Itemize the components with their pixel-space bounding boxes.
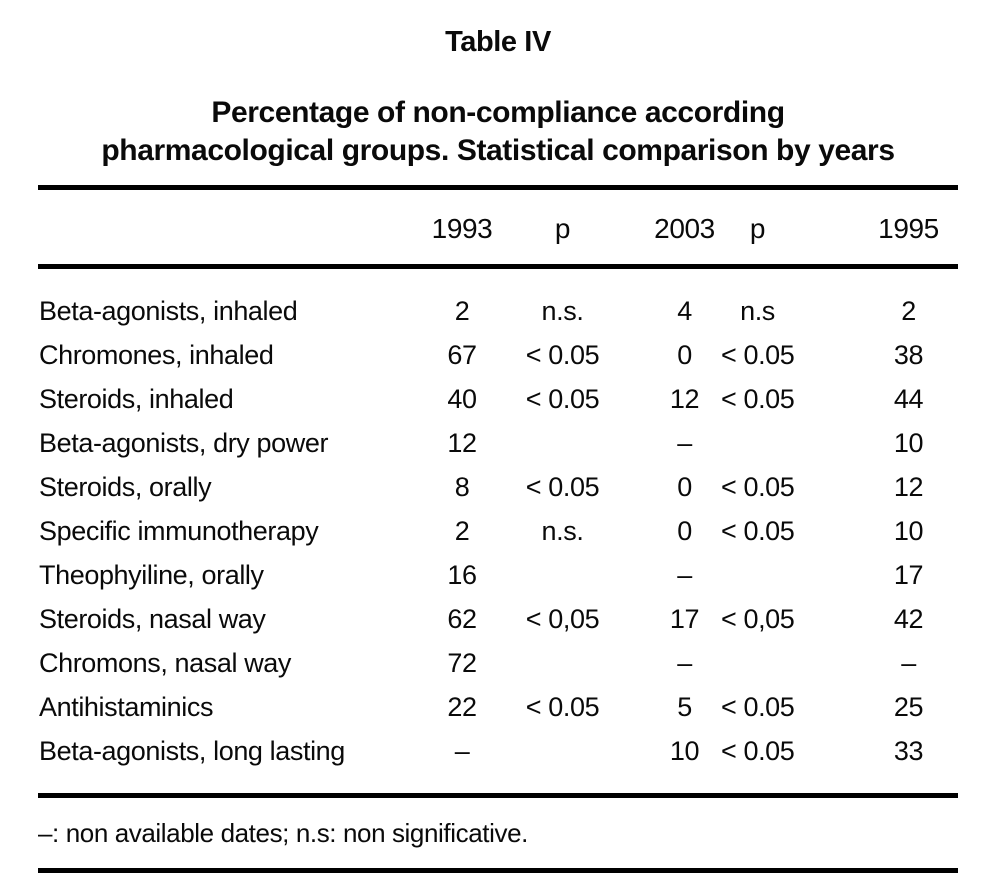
cell-drug-label: Specific immunotherapy [39, 516, 319, 546]
cell-2003-value: 0 [677, 516, 692, 546]
cell-p-left-value: < 0.05 [525, 340, 600, 370]
cell-1995-value: 10 [893, 428, 924, 458]
header-cell-2003: 2003 [620, 185, 720, 269]
cell-1993-value: 72 [447, 648, 477, 678]
table-row: Steroids, inhaled 40 < 0.05 12 < 0.05 44 [38, 377, 958, 421]
cell-1995-value: 42 [893, 604, 924, 634]
cell-2003-value: 17 [669, 604, 700, 634]
table-caption: Percentage of non-compliance according p… [38, 94, 958, 170]
spacer [38, 170, 958, 185]
cell-p-right-value [720, 641, 824, 685]
cell-2003-value: – [677, 428, 692, 458]
cell-p-right-value [720, 553, 824, 597]
header-cell-p-right: p [720, 185, 824, 269]
cell-1995-value: 17 [893, 560, 924, 590]
cell-p-right-value: < 0.05 [721, 340, 795, 370]
cell-1995-value: 33 [824, 729, 958, 798]
cell-drug-label: Steroids, orally [39, 472, 212, 502]
cell-drug-label: Beta-agonists, inhaled [39, 296, 298, 326]
cell-1993-value: 40 [447, 384, 477, 414]
cell-1993-value: 16 [447, 560, 477, 590]
header-row: 1993 p 2003 p 1995 [38, 185, 958, 269]
cell-1993-value: 67 [447, 340, 477, 370]
header-cell-1993: 1993 [400, 185, 524, 269]
cell-drug-label: Beta-agonists, long lasting [38, 729, 400, 798]
header-cell-p-left: p [524, 185, 620, 269]
cell-p-left-value [524, 641, 620, 685]
table-row: Steroids, orally 8 < 0.05 0 < 0.05 12 [38, 465, 958, 509]
cell-p-right-value: n.s [740, 296, 775, 326]
cell-1995-value: 10 [893, 516, 924, 546]
cell-drug-label: Theophyiline, orally [39, 560, 264, 590]
bottom-rule [38, 868, 958, 873]
cell-p-left-value [524, 729, 620, 798]
table-row: Antihistaminics 22 < 0.05 5 < 0.05 25 [38, 685, 958, 729]
table-caption-line-2: pharmacological groups. Statistical comp… [101, 134, 895, 167]
cell-1995-value: 12 [893, 472, 924, 502]
table-row: Theophyiline, orally 16 – 17 [38, 553, 958, 597]
cell-1995-value: 2 [901, 296, 916, 326]
cell-1993-value: 62 [447, 604, 477, 634]
cell-1995-value: 44 [893, 384, 924, 414]
table-row: Chromones, inhaled 67 < 0.05 0 < 0.05 38 [38, 333, 958, 377]
header-cell-empty [38, 185, 400, 269]
cell-p-right-value: < 0.05 [721, 692, 795, 722]
cell-1993-value: – [400, 729, 524, 798]
cell-p-left-value: < 0.05 [525, 692, 600, 722]
table-number-title: Table IV [445, 26, 551, 58]
cell-p-right-value: < 0,05 [721, 604, 795, 634]
cell-2003-value: 0 [677, 340, 692, 370]
cell-p-left-value: < 0,05 [525, 604, 600, 634]
cell-1993-value: 8 [454, 472, 470, 502]
cell-p-left-value: < 0.05 [525, 472, 600, 502]
table-row: Beta-agonists, long lasting – 10 < 0.05 … [38, 729, 958, 798]
table-footnote: –: non available dates; n.s: non signifi… [38, 818, 528, 848]
cell-1995-value: 25 [893, 692, 924, 722]
cell-p-left-value: n.s. [541, 516, 584, 546]
cell-2003-value: 10 [620, 729, 720, 798]
cell-drug-label: Chromones, inhaled [39, 340, 274, 370]
cell-drug-label: Steroids, inhaled [39, 384, 234, 414]
cell-p-right-value: < 0.05 [721, 516, 795, 546]
cell-2003-value: – [677, 560, 692, 590]
cell-2003-value: 0 [677, 472, 692, 502]
cell-p-right-value: < 0.05 [720, 729, 824, 798]
cell-p-left-value [524, 421, 620, 465]
table-caption-line-1: Percentage of non-compliance according [211, 96, 785, 129]
data-table: 1993 p 2003 p 1995 Beta-agonists, inhale… [38, 185, 958, 798]
header-cell-1995: 1995 [824, 185, 958, 269]
cell-p-right-value: < 0.05 [721, 472, 795, 502]
cell-drug-label: Beta-agonists, dry power [39, 428, 329, 458]
cell-1995-value: – [901, 648, 916, 678]
cell-1993-value: 2 [454, 516, 470, 546]
cell-1995-value: 38 [893, 340, 924, 370]
cell-2003-value: 4 [677, 296, 692, 326]
table-row: Specific immunotherapy 2 n.s. 0 < 0.05 1… [38, 509, 958, 553]
table-body: Beta-agonists, inhaled 2 n.s. 4 n.s 2 Ch… [38, 267, 958, 798]
cell-drug-label: Chromons, nasal way [39, 648, 292, 678]
table-row: Chromons, nasal way 72 – – [38, 641, 958, 685]
cell-1993-value: 2 [454, 296, 470, 326]
table-row: Beta-agonists, dry power 12 – 10 [38, 421, 958, 465]
cell-p-left-value: n.s. [541, 296, 584, 326]
cell-p-right-value [720, 421, 824, 465]
table-row: Beta-agonists, inhaled 2 n.s. 4 n.s 2 [38, 267, 958, 334]
cell-1993-value: 12 [447, 428, 477, 458]
cell-drug-label: Antihistaminics [39, 692, 214, 722]
cell-p-right-value: < 0.05 [721, 384, 795, 414]
cell-2003-value: 12 [669, 384, 700, 414]
cell-1993-value: 22 [447, 692, 477, 722]
table-figure: Table IV Percentage of non-compliance ac… [38, 26, 958, 873]
cell-2003-value: – [677, 648, 692, 678]
cell-2003-value: 5 [677, 692, 692, 722]
cell-p-left-value: < 0.05 [525, 384, 600, 414]
cell-p-left-value [524, 553, 620, 597]
cell-drug-label: Steroids, nasal way [39, 604, 266, 634]
table-row: Steroids, nasal way 62 < 0,05 17 < 0,05 … [38, 597, 958, 641]
table-header: 1993 p 2003 p 1995 [38, 185, 958, 269]
